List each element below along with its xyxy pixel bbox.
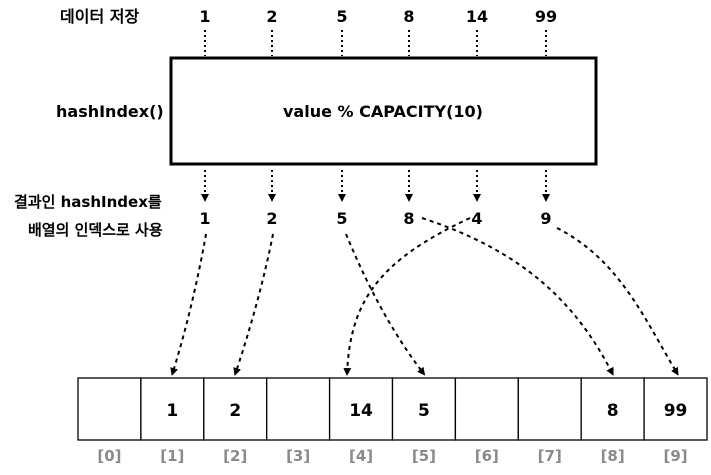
result-label-line1: 결과인 hashIndex를 [14,193,162,211]
hash-result-value: 9 [540,209,551,228]
function-name-label: hashIndex() [56,102,164,121]
hash-result-value: 2 [266,209,277,228]
array-cell-value: 14 [349,401,373,421]
array-cell [77,377,142,441]
mapping-arrow [233,233,274,376]
hash-result-value: 8 [403,209,414,228]
array-index-label: [7] [538,447,562,465]
result-label-line2: 배열의 인덱스로 사용 [28,221,163,239]
data-store-label: 데이터 저장 [60,7,139,26]
formula-label: value % CAPACITY(10) [283,102,483,121]
hash-results: 1 2 5 8 4 9 [199,209,551,228]
array-cell-value: 8 [607,401,619,421]
input-value: 2 [266,7,277,26]
array-cell [454,377,519,441]
input-value: 8 [403,7,414,26]
input-value: 99 [535,7,557,26]
array-cell [580,377,645,441]
hash-result-value: 4 [471,209,482,228]
array-index-label: [8] [601,447,625,465]
array-index-label: [1] [160,447,184,465]
hash-function-box [169,56,598,166]
input-value: 14 [466,7,488,26]
array-cell-value: 1 [166,401,178,421]
hash-result-value: 5 [336,209,347,228]
input-connectors [204,30,547,56]
hash-result-value: 1 [199,209,210,228]
mapping-arrow [343,217,471,376]
array-index-label: [0] [97,447,121,465]
mapping-arrows [170,217,679,376]
array-cell [517,377,582,441]
mapping-arrow [170,233,207,376]
array-index-label: [5] [412,447,436,465]
array-cell-value: 2 [229,401,241,421]
array-index-label: [4] [349,447,373,465]
array-cell [266,377,331,441]
array-cell [140,377,205,441]
array: [0] 1 [1] 2 [2] [3] 14 [4] 5 [5] [6] [7] 8 [8] 99 [9] [77,377,708,465]
array-cell [643,377,708,441]
array-index-label: [2] [223,447,247,465]
array-index-label: [6] [475,447,499,465]
input-value: 5 [336,7,347,26]
mapping-arrow [556,227,679,376]
array-cell-value: 5 [418,401,430,421]
mapping-arrow [421,217,614,376]
array-index-label: [9] [663,447,687,465]
output-connectors [201,170,550,202]
array-index-label: [3] [286,447,310,465]
input-value: 1 [199,7,210,26]
mapping-arrow [345,233,426,376]
input-values: 1 2 5 8 14 99 [199,7,557,26]
array-cell-value: 99 [664,401,688,421]
